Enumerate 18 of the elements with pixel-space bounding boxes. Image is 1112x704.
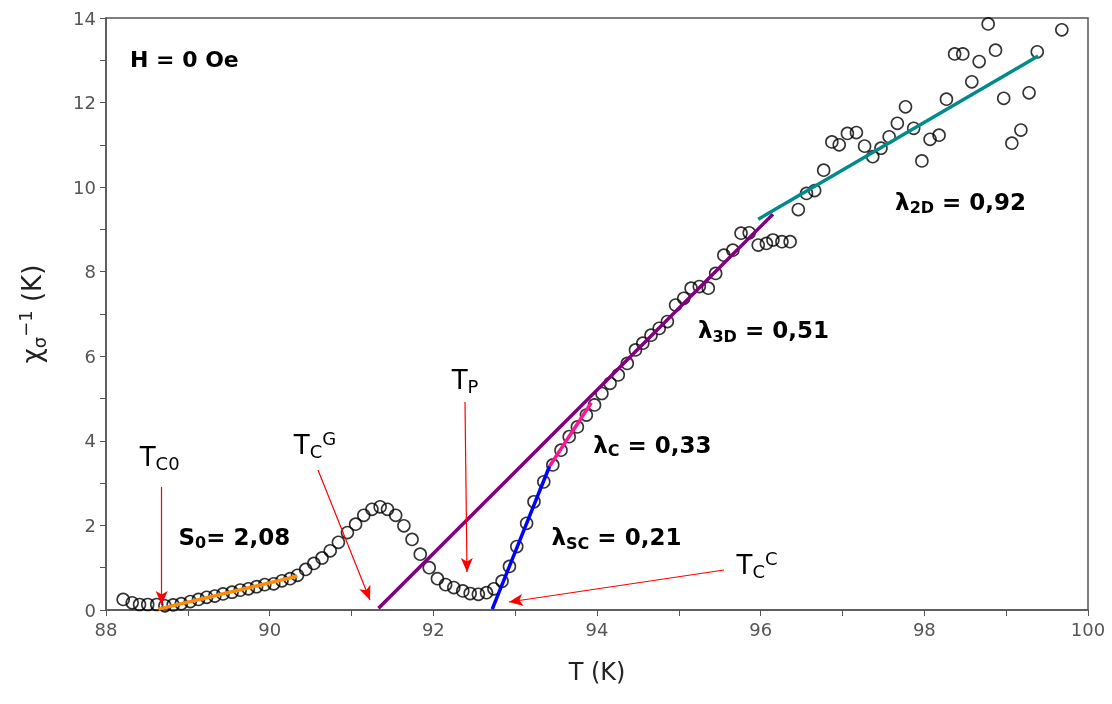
x-tick-label: 98 (912, 618, 936, 640)
x-tick-label: 100 (1070, 618, 1106, 640)
y-tick-label: 14 (73, 7, 96, 29)
y-tick-label: 0 (84, 599, 96, 621)
x-tick-label: 96 (749, 618, 773, 640)
y-tick-label: 12 (73, 92, 96, 114)
y-tick-label: 8 (84, 261, 96, 283)
x-tick-label: 92 (421, 618, 445, 640)
y-tick-label: 10 (73, 176, 96, 198)
x-tick-label: 94 (585, 618, 609, 640)
x-tick-label: 88 (94, 618, 118, 640)
text: H = 0 Oe (130, 46, 239, 72)
y-axis-title: χσ−1 (K) (15, 264, 50, 364)
y-tick-label: 4 (84, 430, 96, 452)
x-tick-label: 90 (258, 618, 282, 640)
y-tick-label: 6 (84, 345, 96, 367)
x-axis-title: T (K) (567, 658, 626, 687)
y-tick-label: 2 (84, 514, 96, 536)
